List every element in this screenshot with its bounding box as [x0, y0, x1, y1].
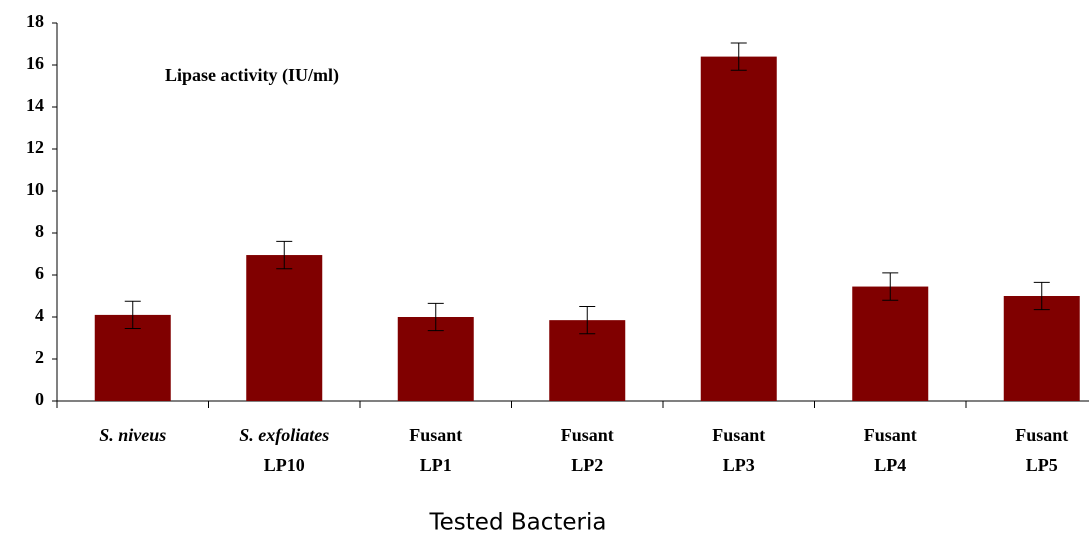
x-tick-label: LP4: [874, 455, 906, 475]
x-tick-label: Fusant: [1015, 425, 1068, 445]
x-tick-label: LP10: [264, 455, 305, 475]
x-tick-label: S. exfoliates: [239, 425, 329, 445]
bar: [700, 56, 777, 401]
bar: [94, 314, 171, 401]
y-tick-label: 14: [26, 95, 44, 115]
y-tick-label: 4: [35, 305, 44, 325]
x-tick-label: S. niveus: [99, 425, 166, 445]
y-tick-label: 2: [35, 347, 44, 367]
x-axis-label: Tested Bacteria: [429, 510, 607, 536]
x-tick-label: Fusant: [712, 425, 765, 445]
x-tick-label: Fusant: [409, 425, 462, 445]
x-tick-label: Fusant: [864, 425, 917, 445]
chart-title: Lipase activity (IU/ml): [165, 65, 339, 86]
bar: [1003, 296, 1080, 401]
y-tick-label: 16: [26, 53, 44, 73]
y-tick-label: 0: [35, 389, 44, 409]
y-tick-label: 12: [26, 137, 44, 157]
y-tick-label: 10: [26, 179, 44, 199]
x-tick-label: LP1: [420, 455, 452, 475]
y-tick-label: 18: [26, 11, 44, 31]
y-tick-label: 8: [35, 221, 44, 241]
bar: [852, 286, 929, 401]
x-tick-label: LP2: [571, 455, 603, 475]
bar: [246, 255, 323, 401]
x-tick-label: LP5: [1026, 455, 1058, 475]
y-tick-label: 6: [35, 263, 44, 283]
x-tick-label: Fusant: [561, 425, 614, 445]
x-tick-label: LP3: [723, 455, 755, 475]
